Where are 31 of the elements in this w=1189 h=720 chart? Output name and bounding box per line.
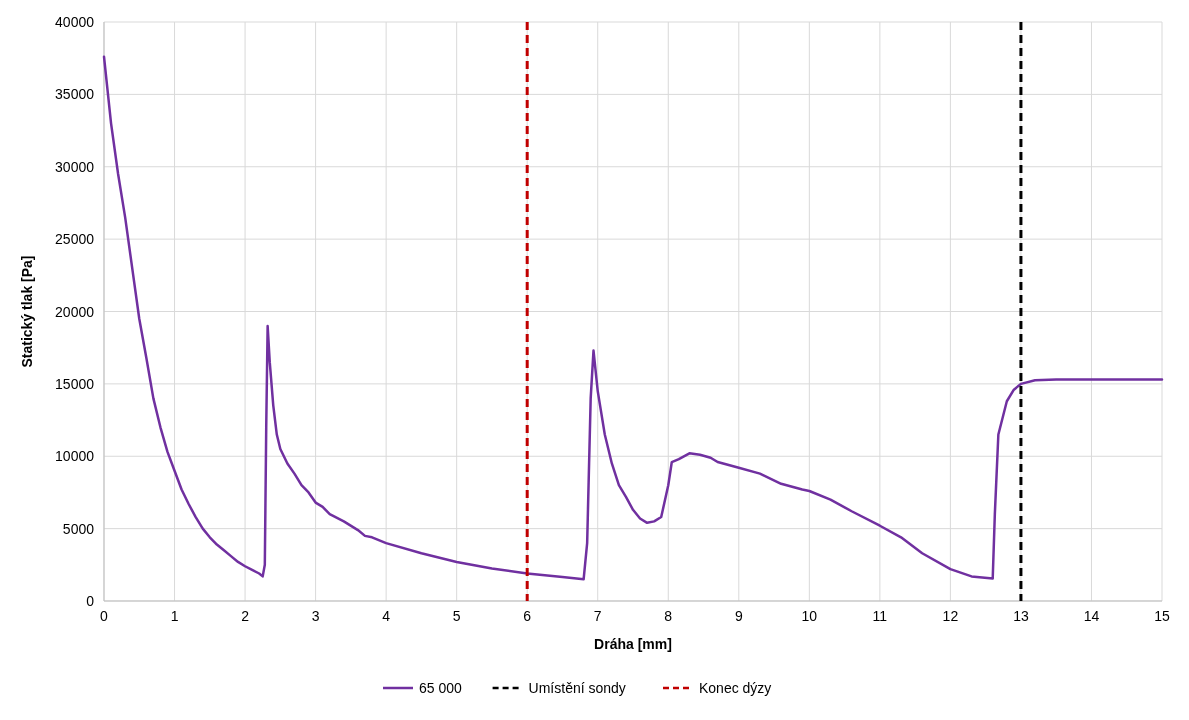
x-tick-label: 7	[593, 608, 602, 624]
x-tick-label: 4	[382, 608, 391, 624]
x-tick-label: 8	[664, 608, 673, 624]
x-tick-label: 0	[100, 608, 109, 624]
y-tick-label: 35000	[55, 86, 95, 103]
legend-label: 65 000	[419, 680, 463, 696]
x-tick-label: 12	[942, 608, 959, 624]
y-tick-label: 0	[86, 593, 95, 609]
x-tick-label: 2	[241, 608, 250, 624]
legend-label: Umístění sondy	[528, 680, 626, 696]
y-tick-label: 30000	[55, 158, 95, 175]
x-tick-label: 3	[311, 608, 320, 624]
y-tick-label: 20000	[55, 303, 95, 320]
x-tick-label: 11	[872, 608, 888, 624]
y-tick-label: 15000	[55, 375, 95, 392]
x-axis-title: Dráha [mm]	[594, 636, 672, 652]
x-tick-label: 1	[170, 608, 179, 624]
x-tick-label: 10	[801, 608, 818, 624]
x-tick-label: 5	[452, 608, 461, 624]
x-tick-label: 13	[1013, 608, 1029, 624]
x-tick-label: 15	[1154, 608, 1170, 624]
y-tick-label: 25000	[55, 231, 95, 248]
y-axis-title: Statický tlak [Pa]	[19, 255, 35, 368]
legend-label: Konec dýzy	[699, 680, 772, 696]
x-tick-label: 6	[523, 608, 532, 624]
y-tick-label: 40000	[55, 14, 95, 30]
y-tick-label: 5000	[62, 520, 95, 537]
y-tick-label: 10000	[55, 448, 95, 465]
x-tick-label: 9	[734, 608, 743, 624]
x-tick-label: 14	[1083, 608, 1100, 624]
line-series	[102, 55, 1164, 581]
